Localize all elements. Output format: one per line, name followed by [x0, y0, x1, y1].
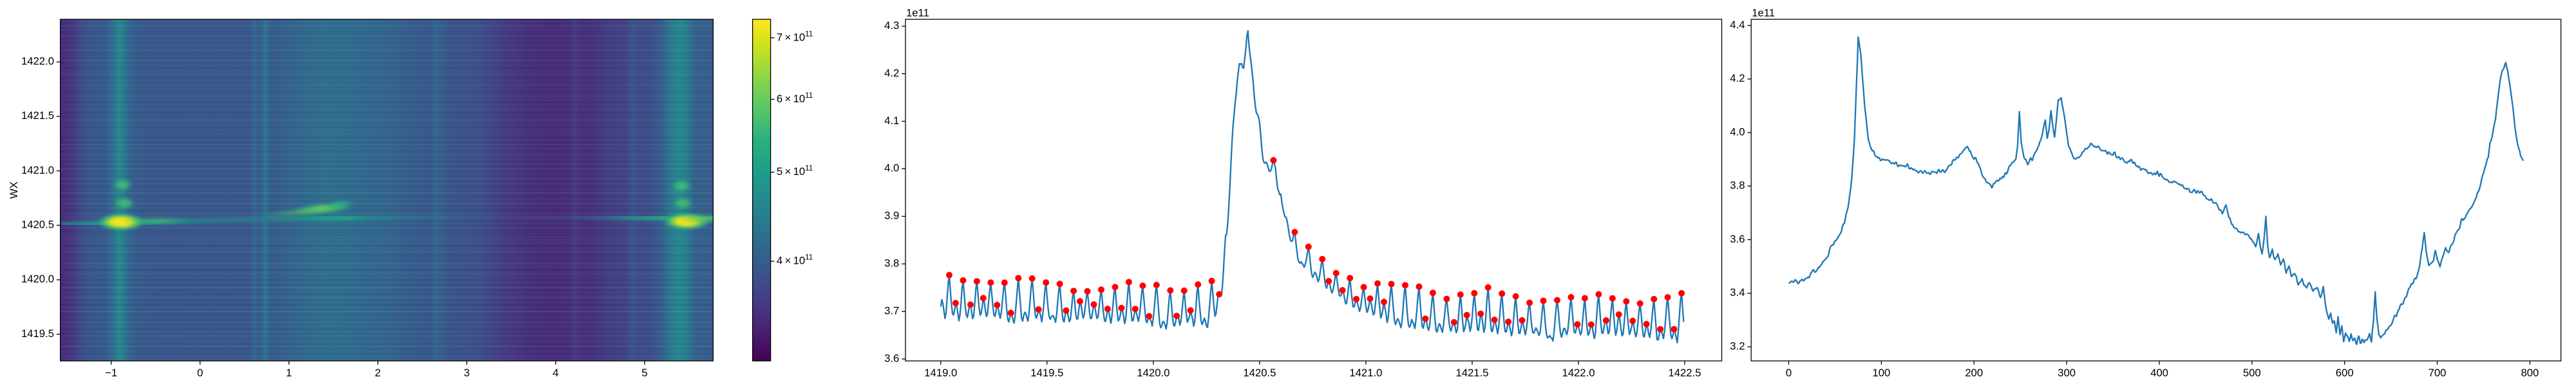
svg-text:3.4: 3.4 [1730, 286, 1745, 299]
svg-text:3.2: 3.2 [1730, 340, 1745, 352]
svg-text:2: 2 [375, 367, 381, 379]
svg-text:4: 4 [553, 367, 558, 379]
svg-text:3.9: 3.9 [884, 210, 899, 222]
svg-text:1419.5: 1419.5 [21, 327, 54, 340]
svg-text:1e11: 1e11 [906, 7, 929, 19]
svg-text:200: 200 [1965, 367, 1983, 379]
svg-text:700: 700 [2429, 367, 2447, 379]
svg-text:1421.0: 1421.0 [1349, 367, 1382, 379]
svg-text:3.8: 3.8 [1730, 179, 1745, 192]
svg-text:400: 400 [2150, 367, 2168, 379]
svg-text:1420.5: 1420.5 [1243, 367, 1276, 379]
svg-text:500: 500 [2243, 367, 2261, 379]
svg-text:1419.5: 1419.5 [1030, 367, 1063, 379]
svg-text:1e11: 1e11 [1752, 7, 1775, 19]
svg-text:3: 3 [464, 367, 469, 379]
svg-text:600: 600 [2336, 367, 2354, 379]
svg-text:100: 100 [1872, 367, 1890, 379]
svg-text:5: 5 [641, 367, 647, 379]
svg-text:4.3: 4.3 [884, 19, 899, 32]
svg-text:1421.5: 1421.5 [1455, 367, 1488, 379]
svg-text:800: 800 [2521, 367, 2539, 379]
svg-text:4.0: 4.0 [1730, 125, 1745, 138]
svg-text:1420.0: 1420.0 [21, 273, 54, 285]
svg-text:1422.5: 1422.5 [1668, 367, 1701, 379]
svg-text:1422.0: 1422.0 [21, 55, 54, 68]
svg-text:7 × 1011: 7 × 1011 [777, 30, 813, 43]
svg-text:1422.0: 1422.0 [1562, 367, 1595, 379]
svg-text:3.6: 3.6 [1730, 233, 1745, 245]
svg-text:−1: −1 [105, 367, 117, 379]
svg-text:1: 1 [286, 367, 292, 379]
svg-text:4.1: 4.1 [884, 115, 899, 127]
svg-text:6 × 1011: 6 × 1011 [777, 91, 813, 105]
svg-text:0: 0 [1786, 367, 1792, 379]
svg-text:WX: WX [8, 181, 20, 199]
svg-text:1421.0: 1421.0 [21, 164, 54, 176]
svg-text:0: 0 [197, 367, 203, 379]
svg-text:1421.5: 1421.5 [21, 109, 54, 122]
svg-text:1419.0: 1419.0 [924, 367, 957, 379]
svg-text:300: 300 [2058, 367, 2076, 379]
svg-text:4.4: 4.4 [1730, 19, 1745, 31]
svg-text:3.7: 3.7 [884, 304, 899, 317]
svg-text:4.0: 4.0 [884, 162, 899, 174]
svg-text:4.2: 4.2 [884, 67, 899, 79]
svg-text:3.6: 3.6 [884, 352, 899, 364]
svg-text:5 × 1011: 5 × 1011 [777, 164, 813, 178]
svg-text:1420.0: 1420.0 [1137, 367, 1170, 379]
svg-text:4.2: 4.2 [1730, 72, 1745, 84]
svg-text:4 × 1011: 4 × 1011 [777, 253, 813, 267]
svg-text:3.8: 3.8 [884, 257, 899, 270]
svg-text:1420.5: 1420.5 [21, 219, 54, 231]
